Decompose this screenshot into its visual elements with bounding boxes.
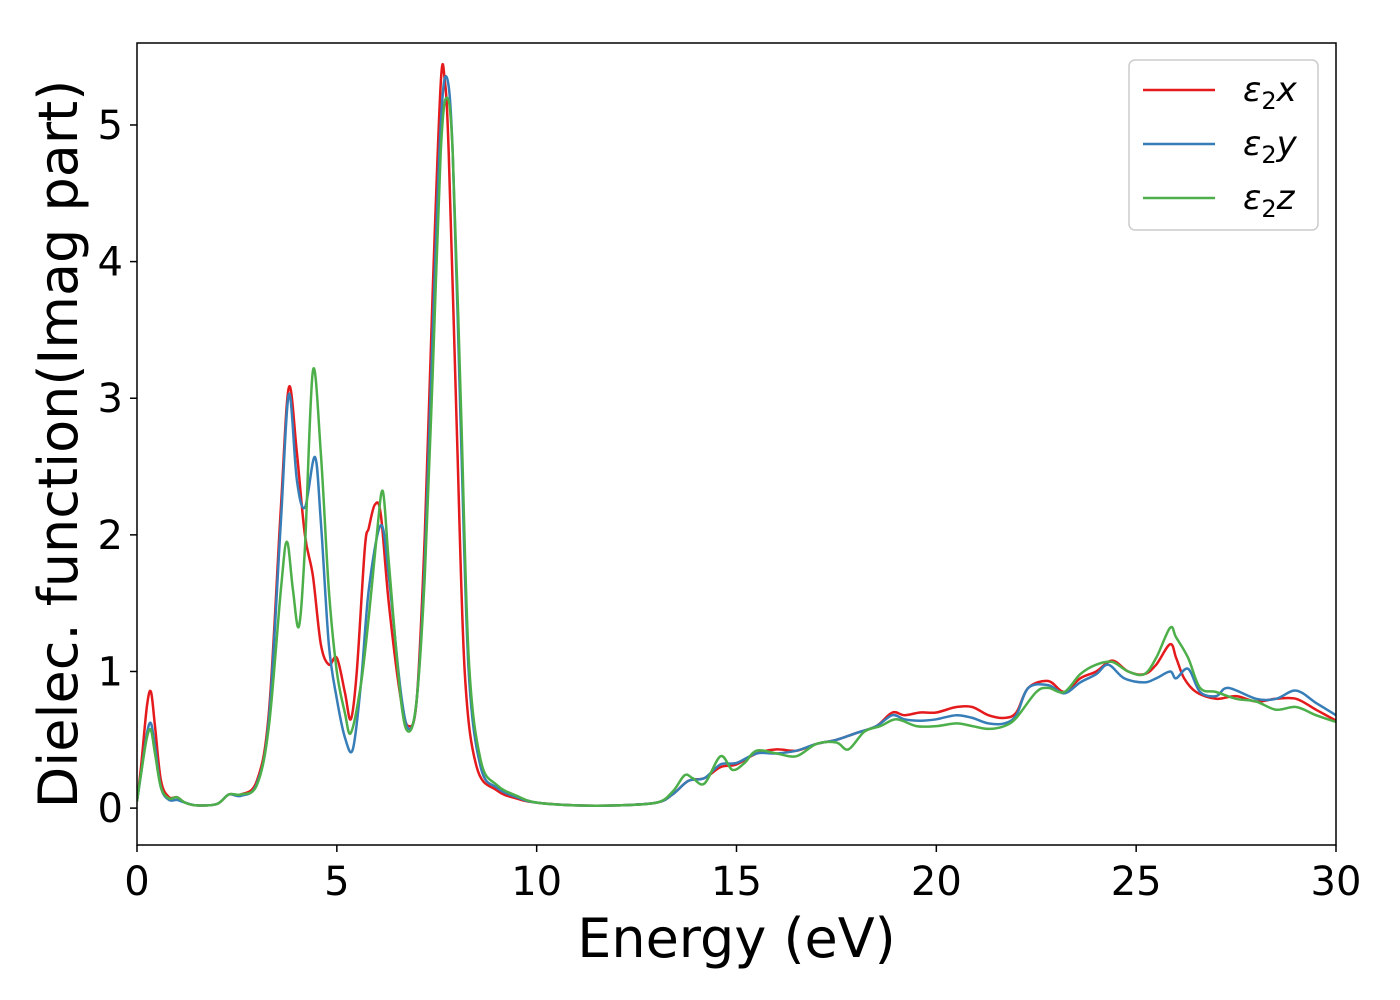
y-tick-label: 2 [98,513,123,559]
legend-label-suffix: z [1276,178,1296,218]
y-tick-label: 1 [98,649,123,695]
x-tick-label: 0 [124,859,149,905]
legend-label-base: ε [1243,124,1261,164]
plot-lines [137,62,1336,807]
y-tick-label: 0 [98,786,123,832]
legend-label-subscript: 2 [1261,87,1276,115]
x-axis-label: Energy (eV) [577,907,896,970]
legend-label-base: ε [1243,178,1261,218]
x-tick-label: 5 [324,859,349,905]
y-axis-ticks: 0 1 2 3 4 5 [98,103,137,832]
x-tick-label: 30 [1311,859,1362,905]
legend-label-1: ε2x [1243,70,1298,115]
series-line-2 [137,74,1336,807]
x-tick-label: 10 [511,859,562,905]
x-tick-label: 15 [711,859,762,905]
legend-label-2: ε2y [1243,124,1298,169]
y-tick-label: 3 [98,376,123,422]
legend-box [1128,59,1319,231]
legend-label-subscript: 2 [1261,195,1276,223]
legend-label-base: ε [1243,70,1261,110]
legend-label-3: ε2z [1243,178,1296,223]
legend-label-suffix: y [1276,124,1298,164]
x-tick-label: 25 [1111,859,1162,905]
y-axis-label: Dielec. function(Imag part) [27,80,90,809]
x-tick-label: 20 [911,859,962,905]
series-line-3 [137,96,1336,807]
legend-label-subscript: 2 [1261,141,1276,169]
x-axis-ticks: 0 5 10 15 20 25 30 [124,845,1361,905]
y-tick-label: 5 [98,103,123,149]
y-tick-label: 4 [98,240,123,286]
legend-label-suffix: x [1276,70,1298,110]
